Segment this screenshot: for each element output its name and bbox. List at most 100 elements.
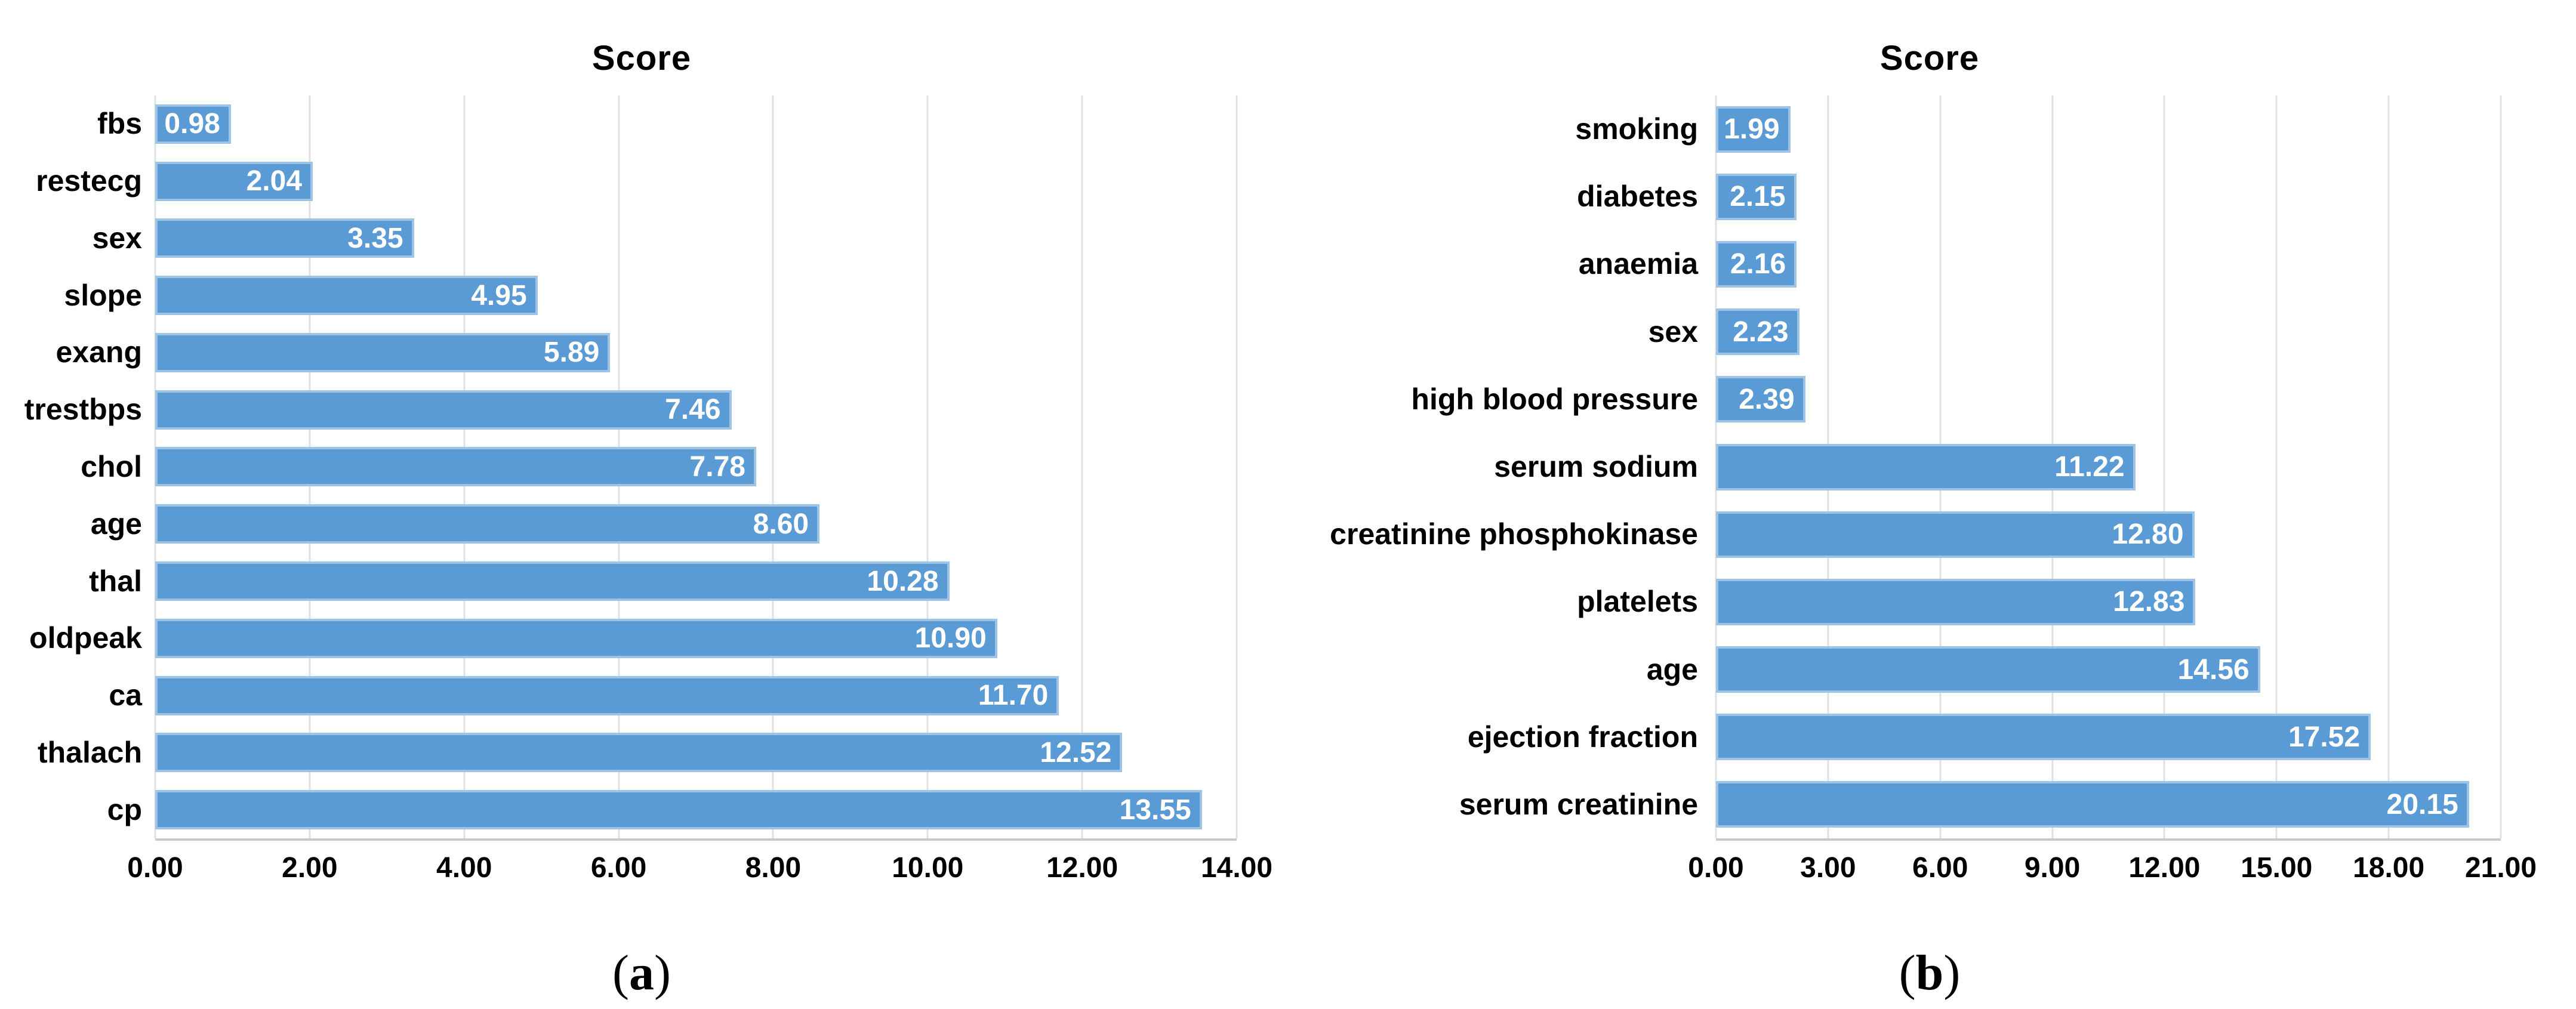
category-label: creatinine phosphokinase	[1330, 517, 1698, 551]
bar: 10.90	[155, 618, 997, 658]
bar: 2.39	[1716, 376, 1805, 423]
x-tick-label: 3.00	[1800, 852, 1856, 884]
x-tick-label: 8.00	[745, 852, 802, 884]
bar-track: 12.80	[1716, 501, 2501, 568]
bar: 17.52	[1716, 714, 2371, 761]
bar-track: 17.52	[1716, 703, 2501, 771]
x-tick-label: 6.00	[1912, 852, 1968, 884]
bar-value-label: 11.70	[978, 680, 1049, 712]
bar-value-label: 3.35	[347, 222, 403, 254]
bar: 3.35	[155, 218, 414, 258]
category-label: thalach	[37, 735, 142, 769]
bar-value-label: 7.46	[665, 394, 721, 426]
category-label: cp	[107, 792, 142, 826]
bar: 5.89	[155, 332, 611, 372]
bar: 2.23	[1716, 308, 1799, 356]
category-label: platelets	[1577, 585, 1698, 619]
gridline	[2500, 95, 2502, 838]
bar-track: 7.78	[155, 439, 1237, 496]
bar-track: 2.04	[155, 153, 1237, 210]
category-label: ejection fraction	[1467, 720, 1698, 754]
x-axis: 0.00 2.00 4.00 6.00 8.00 10.00 12.00 14.00	[127, 851, 1272, 893]
bar-rows: fbs 0.98 restecg 2.04 sex 3.35 slope 4.95 exang 5…	[0, 95, 1283, 838]
bar-track: 7.46	[155, 381, 1237, 439]
bar-row: serum sodium 11.22	[1283, 433, 2576, 501]
bar: 12.52	[155, 733, 1123, 773]
bar-track: 2.15	[1716, 163, 2501, 230]
bar-value-label: 5.89	[543, 337, 600, 369]
x-tick-label: 12.00	[1046, 852, 1118, 884]
bar-row: diabetes 2.15	[1283, 163, 2576, 230]
bar-value-label: 17.52	[2288, 721, 2361, 753]
category-label: thal	[89, 564, 142, 598]
category-label: serum creatinine	[1459, 787, 1698, 821]
bar-track: 11.70	[155, 667, 1237, 724]
bar: 2.15	[1716, 173, 1797, 220]
bar-track: 12.83	[1716, 568, 2501, 635]
category-label: slope	[64, 278, 142, 312]
gridline	[926, 95, 929, 838]
category-label: oldpeak	[29, 621, 142, 655]
bar: 4.95	[155, 276, 538, 316]
bar-track: 0.98	[155, 95, 1237, 153]
gridline	[2275, 95, 2278, 838]
bar-row: creatinine phosphokinase 12.80	[1283, 501, 2576, 568]
figure-caption-b: (b)	[1283, 944, 2576, 1002]
bar-value-label: 12.52	[1040, 736, 1112, 769]
bar-value-label: 8.60	[753, 508, 809, 540]
bar: 13.55	[155, 790, 1202, 830]
bar-track: 2.16	[1716, 230, 2501, 298]
bar-track: 10.90	[155, 610, 1237, 667]
chart-body: 0.00 3.00 6.00 9.00 12.00 15.00 18.00 21.00 smo…	[1283, 95, 2576, 884]
figure-caption-a: (a)	[0, 944, 1283, 1002]
x-tick-label: 10.00	[892, 852, 964, 884]
x-tick-label: 0.00	[127, 852, 183, 884]
caption-letter: b	[1915, 945, 1944, 1001]
category-label: chol	[81, 449, 142, 483]
bar-row: exang 5.89	[0, 324, 1283, 381]
bar-row: ejection fraction 17.52	[1283, 703, 2576, 771]
bar-row: high blood pressure 2.39	[1283, 366, 2576, 433]
bar-value-label: 2.39	[1739, 383, 1795, 415]
category-label: high blood pressure	[1411, 382, 1698, 416]
bar: 12.83	[1716, 578, 2196, 625]
x-tick-label: 12.00	[2128, 852, 2201, 884]
category-label: serum sodium	[1494, 450, 1698, 484]
category-label: sex	[92, 221, 142, 255]
bar-row: age 14.56	[1283, 636, 2576, 703]
bar: 12.80	[1716, 511, 2195, 558]
x-tick-label: 0.00	[1688, 852, 1744, 884]
bar-track: 10.28	[155, 553, 1237, 610]
x-tick-label: 6.00	[590, 852, 647, 884]
bar-value-label: 11.22	[2054, 451, 2125, 483]
bar-value-label: 20.15	[2386, 788, 2458, 820]
bar-value-label: 10.90	[914, 622, 987, 655]
bar: 1.99	[1716, 106, 1791, 153]
bar-row: serum creatinine 20.15	[1283, 771, 2576, 838]
category-label: diabetes	[1577, 180, 1698, 214]
category-label: sex	[1648, 314, 1698, 348]
bar-track: 14.56	[1716, 636, 2501, 703]
bar-value-label: 0.98	[164, 108, 220, 140]
category-label: anaemia	[1578, 247, 1698, 281]
category-label: smoking	[1575, 112, 1698, 146]
bar-row: fbs 0.98	[0, 95, 1283, 153]
x-tick-label: 14.00	[1200, 852, 1273, 884]
bar-value-label: 12.80	[2112, 519, 2184, 551]
category-label: trestbps	[24, 393, 142, 427]
bar-track: 11.22	[1716, 433, 2501, 501]
x-tick-label: 15.00	[2241, 852, 2313, 884]
x-tick-label: 2.00	[282, 852, 338, 884]
bar-row: anaemia 2.16	[1283, 230, 2576, 298]
bar-rows: smoking 1.99 diabetes 2.15 anaemia 2.16 sex 2.2…	[1283, 95, 2576, 838]
bar-row: age 8.60	[0, 495, 1283, 553]
bar-row: thalach 12.52	[0, 724, 1283, 781]
bar: 10.28	[155, 561, 950, 601]
bar-row: cp 13.55	[0, 781, 1283, 838]
category-label: exang	[56, 335, 142, 369]
category-label: age	[90, 507, 142, 541]
x-tick-label: 21.00	[2464, 852, 2537, 884]
bar-row: oldpeak 10.90	[0, 610, 1283, 667]
bar-row: thal 10.28	[0, 553, 1283, 610]
bar: 20.15	[1716, 781, 2469, 828]
